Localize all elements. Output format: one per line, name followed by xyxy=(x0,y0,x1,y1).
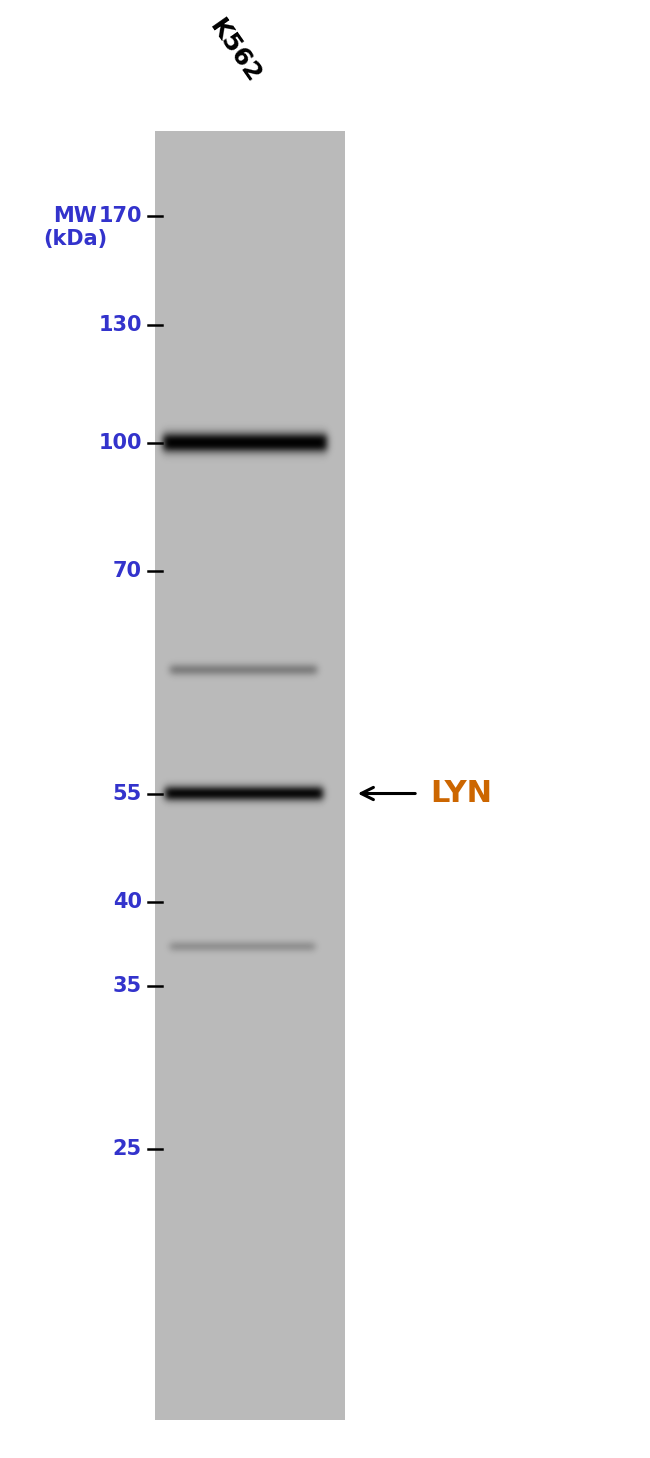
Text: 130: 130 xyxy=(99,315,142,334)
Text: 35: 35 xyxy=(113,975,142,996)
Text: 70: 70 xyxy=(113,561,142,582)
Text: LYN: LYN xyxy=(430,779,492,808)
Text: 55: 55 xyxy=(112,783,142,803)
Text: 40: 40 xyxy=(113,892,142,913)
Text: K562: K562 xyxy=(205,15,265,87)
Text: 100: 100 xyxy=(99,433,142,453)
Text: 25: 25 xyxy=(113,1139,142,1159)
Text: MW
(kDa): MW (kDa) xyxy=(43,206,107,249)
Text: 170: 170 xyxy=(99,206,142,226)
